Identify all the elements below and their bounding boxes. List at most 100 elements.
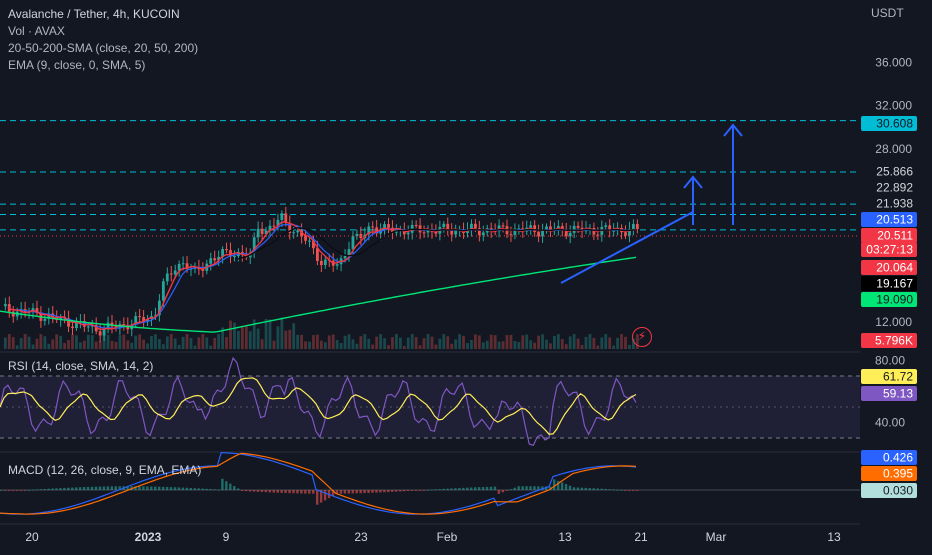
volume-bar <box>395 334 398 349</box>
price-chip-bg <box>861 228 917 243</box>
ema-line <box>7 223 637 329</box>
currency-label[interactable]: USDT <box>871 6 904 20</box>
macd-histogram-bar <box>240 490 244 491</box>
candle-body <box>497 225 501 232</box>
volume-bar <box>414 337 418 349</box>
volume-bar <box>450 343 454 349</box>
volume-bar <box>576 338 580 349</box>
macd-histogram-bar <box>248 490 252 492</box>
macd-histogram-bar <box>331 490 335 496</box>
time-tick-label: 21 <box>634 530 648 544</box>
price-chip: 20.513 <box>876 213 913 227</box>
volume-bar <box>549 343 552 349</box>
macd-histogram-bar <box>596 488 599 490</box>
candles[interactable] <box>3 206 639 343</box>
candle-body <box>181 263 185 265</box>
candle-body <box>576 225 580 228</box>
macd-histogram-bar <box>27 489 31 491</box>
macd-histogram-bar <box>213 489 216 491</box>
macd-legend[interactable]: MACD (12, 26, close, 9, EMA, EMA) <box>8 463 202 477</box>
macd-histogram-bar <box>229 483 232 490</box>
volume-bar <box>55 334 59 349</box>
macd-histogram-bar <box>209 489 212 490</box>
volume-bar <box>489 334 493 349</box>
volume-bar <box>177 344 181 349</box>
rsi-legend[interactable]: RSI (14, close, SMA, 14, 2) <box>8 359 154 373</box>
macd-histogram-bar <box>363 490 366 494</box>
candle-body <box>292 232 296 234</box>
candle-body <box>474 223 477 229</box>
macd-histogram-bar <box>154 486 157 490</box>
price-chip: 19.167 <box>876 277 913 291</box>
candle-body <box>391 227 394 233</box>
macd-histogram-bar <box>339 490 343 494</box>
volume-bar <box>308 341 311 349</box>
macd-histogram-bar <box>556 480 560 490</box>
macd-histogram-bar <box>576 487 580 490</box>
volume-bar <box>233 322 236 349</box>
macd-histogram-bar <box>513 487 516 490</box>
volume-bar <box>367 338 371 349</box>
macd-histogram-bar <box>529 486 532 490</box>
macd-histogram-bar <box>592 488 595 490</box>
rsi-lines <box>0 356 637 447</box>
candle-body <box>375 227 379 234</box>
candle-body <box>549 226 552 231</box>
arrow-up-short-head[interactable] <box>683 175 703 189</box>
volume-bar <box>363 334 367 349</box>
macd-histogram-bar <box>35 489 38 491</box>
macd-histogram-bar <box>181 487 185 490</box>
candle-body <box>154 315 157 317</box>
volume-bar <box>90 335 94 349</box>
trendline-drawing[interactable] <box>560 211 694 284</box>
candle-body <box>102 328 106 336</box>
volume-bar <box>122 334 126 349</box>
volume-bars <box>3 317 639 349</box>
volume-bar <box>39 334 43 349</box>
volume-bar <box>75 335 78 349</box>
macd-histogram-bar <box>252 490 256 492</box>
time-tick-label: 23 <box>354 530 368 544</box>
symbol-title[interactable]: Avalanche / Tether, 4h, KUCOIN <box>8 7 180 21</box>
macd-histogram-bar <box>280 490 283 493</box>
macd-histogram-bar <box>446 488 449 490</box>
macd-histogram-bar <box>335 490 339 494</box>
chart-legend[interactable]: Avalanche / Tether, 4h, KUCOIN Vol · AVA… <box>8 6 198 74</box>
ema-legend[interactable]: EMA (9, close, 0, SMA, 5) <box>8 58 146 72</box>
macd-histogram-bar <box>442 488 445 490</box>
price-chip: 21.938 <box>876 197 913 211</box>
volume-bar <box>169 334 173 349</box>
rsi-chip-bg <box>861 386 917 401</box>
macd-histogram-bar <box>272 490 275 493</box>
macd-histogram-bar <box>264 490 268 493</box>
volume-bar <box>205 337 209 349</box>
volume-bar <box>15 345 19 349</box>
volume-bar <box>391 337 394 349</box>
macd-histogram-bar <box>79 487 82 490</box>
macd-histogram-bar <box>146 486 149 490</box>
candle-body <box>229 250 232 257</box>
user-drawings[interactable] <box>560 123 743 284</box>
sma-legend[interactable]: 20-50-200-SMA (close, 20, 50, 200) <box>8 41 199 55</box>
candle-body <box>335 264 339 266</box>
macd-histogram-bar <box>406 490 410 491</box>
volume-bar <box>209 345 213 349</box>
candle-body <box>209 258 213 264</box>
horizontal-levels <box>0 120 860 231</box>
volume-bar <box>268 319 272 349</box>
candle-body <box>418 225 422 233</box>
candle-body <box>264 230 268 235</box>
volume-bar <box>221 327 224 349</box>
lightning-icon[interactable]: ⚡ <box>632 327 652 347</box>
volume-bar <box>288 329 292 349</box>
volume-bar <box>114 342 118 349</box>
macd-histogram-bar <box>485 486 489 490</box>
candle-body <box>624 232 627 236</box>
macd-histogram-bar <box>71 487 74 490</box>
candle-body <box>628 229 631 236</box>
volume-legend[interactable]: Vol · AVAX <box>8 24 65 38</box>
candle-body <box>146 318 149 322</box>
arrow-up-long-head[interactable] <box>723 123 743 137</box>
